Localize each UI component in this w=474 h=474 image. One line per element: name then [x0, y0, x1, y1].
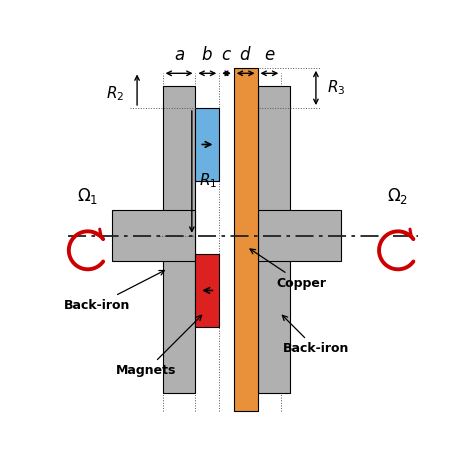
Bar — [257, 86, 291, 392]
Text: Copper: Copper — [250, 249, 326, 290]
Bar — [195, 108, 219, 181]
Bar — [163, 86, 195, 392]
Text: $b$: $b$ — [201, 46, 213, 64]
Bar — [257, 210, 341, 261]
Bar — [234, 68, 257, 411]
Text: $\Omega_1$: $\Omega_1$ — [77, 186, 99, 206]
Bar — [195, 254, 219, 327]
Text: $d$: $d$ — [239, 46, 252, 64]
Text: $a$: $a$ — [173, 47, 184, 64]
Text: Back-iron: Back-iron — [64, 271, 164, 311]
Bar — [111, 210, 195, 261]
Text: Back-iron: Back-iron — [283, 315, 349, 356]
Text: $R_3$: $R_3$ — [327, 79, 346, 97]
Text: $R_2$: $R_2$ — [106, 84, 124, 103]
Text: Magnets: Magnets — [116, 315, 201, 377]
Text: $\Omega_2$: $\Omega_2$ — [387, 186, 409, 206]
Text: $R_1$: $R_1$ — [199, 172, 218, 191]
Text: $e$: $e$ — [264, 47, 275, 64]
Text: $c$: $c$ — [221, 47, 232, 64]
